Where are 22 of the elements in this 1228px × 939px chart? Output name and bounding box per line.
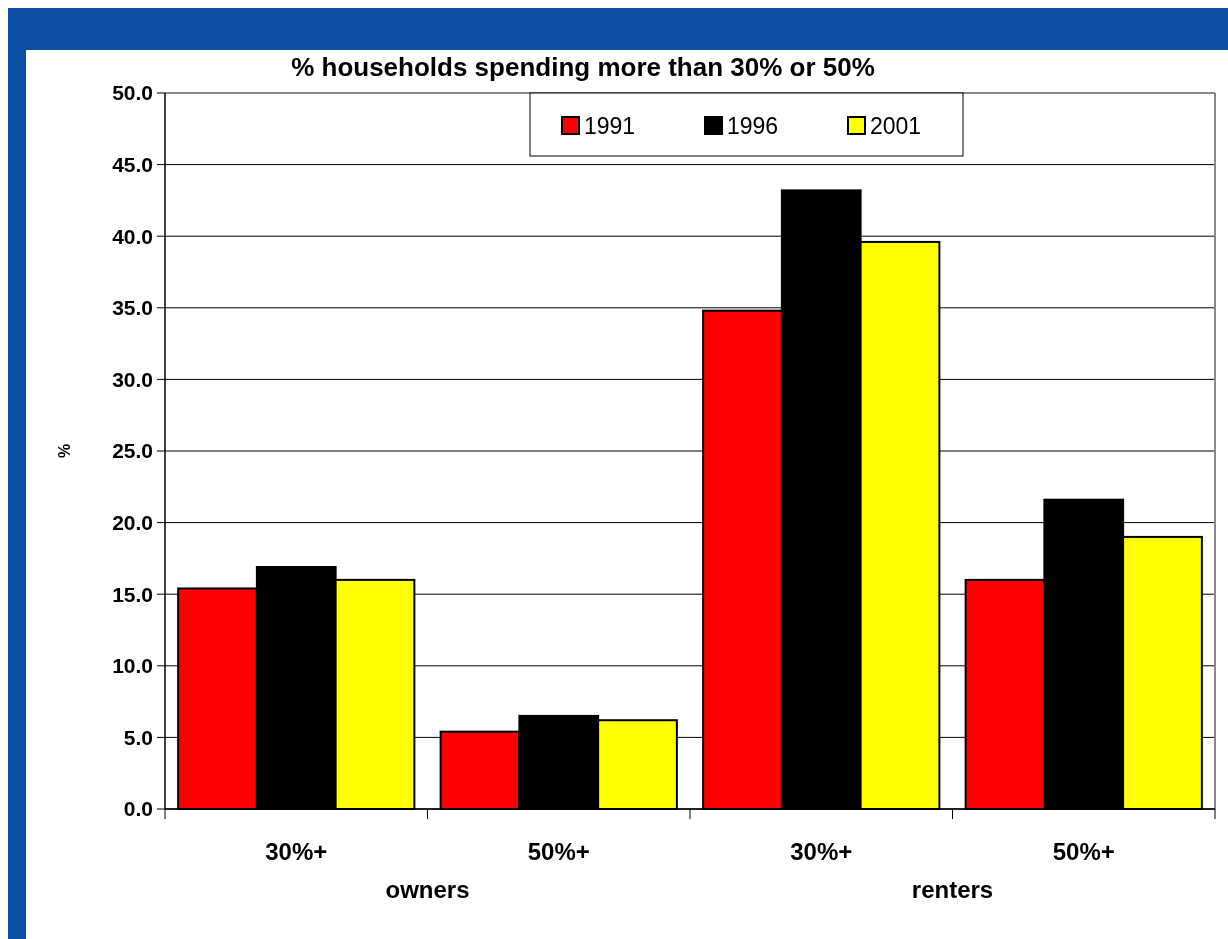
text: renters [911,876,994,903]
x-tick-label: 30%+ [265,838,328,865]
legend-label: 1991 [584,113,636,140]
y-tick-label: 40.0 [112,224,153,248]
y-tick-label: 25.0 [112,439,153,463]
y-tick-label: 5.0 [123,725,153,749]
y-tick-label: 50.0 [112,81,153,105]
x-tick-label: 50%+ [1052,838,1115,865]
chart-title: % households spending more than 30% or 50% [291,52,875,82]
y-tick-label: 45.0 [112,152,153,176]
y-axis-title: % [56,443,73,459]
legend-label: 1996 [727,113,779,140]
x-tick-label: 50%+ [527,838,590,865]
y-tick-label: 35.0 [112,296,153,320]
x-tick-label: 30%+ [790,838,853,865]
y-tick-label: 15.0 [112,582,153,606]
text: owners [385,876,470,903]
y-tick-label: 30.0 [112,367,153,391]
legend-label: 2001 [870,113,922,140]
y-tick-label: 0.0 [123,797,153,821]
y-tick-label: 10.0 [112,654,153,678]
y-tick-label: 20.0 [112,510,153,534]
